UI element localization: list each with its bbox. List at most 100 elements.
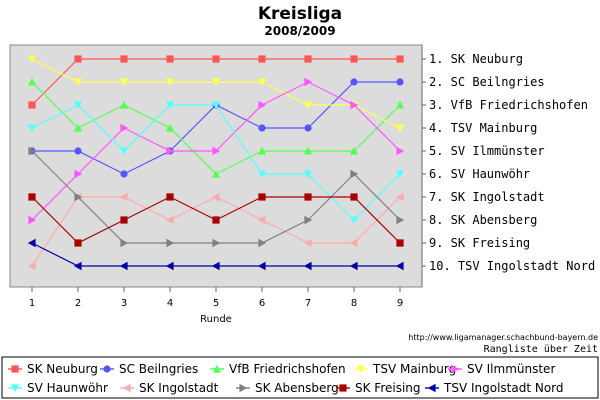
data-point xyxy=(120,238,129,248)
data-point xyxy=(73,123,83,132)
data-point xyxy=(303,146,313,155)
legend-item: VfB Friedrichshofen xyxy=(210,362,346,376)
x-tick-label: 6 xyxy=(259,298,265,309)
legend-marker xyxy=(212,364,222,373)
legend-item: SK Freising xyxy=(336,381,421,395)
data-point xyxy=(304,193,312,201)
data-point xyxy=(304,77,313,87)
data-point xyxy=(258,238,267,248)
legend-label: SK Neuburg xyxy=(27,362,98,376)
data-point xyxy=(28,146,37,156)
data-point xyxy=(73,78,83,87)
data-point xyxy=(211,169,221,178)
legend-item: SV Ilmmünster xyxy=(448,362,555,376)
data-point xyxy=(28,101,36,109)
rank-label: 1. SK Neuburg xyxy=(429,52,523,66)
data-point xyxy=(304,215,313,225)
data-point xyxy=(349,238,358,248)
legend-marker xyxy=(339,384,347,392)
legend-label: SK Freising xyxy=(355,381,421,395)
data-point xyxy=(396,146,405,156)
data-point xyxy=(396,239,404,247)
data-point xyxy=(27,124,37,133)
series-sv-haunw-hr xyxy=(27,101,405,225)
data-point xyxy=(258,55,266,63)
data-point xyxy=(258,193,266,201)
data-point xyxy=(350,193,358,201)
data-point xyxy=(28,215,37,225)
legend-marker xyxy=(427,383,436,393)
data-point xyxy=(73,101,83,110)
data-point xyxy=(350,169,359,179)
data-point xyxy=(395,192,404,202)
data-point xyxy=(165,123,175,132)
series-tsv-ingolstadt-nord xyxy=(27,238,404,271)
data-point xyxy=(303,238,312,248)
rank-label: 4. TSV Mainburg xyxy=(429,121,537,135)
x-tick-label: 4 xyxy=(167,298,173,309)
data-point xyxy=(74,55,82,63)
data-point xyxy=(27,77,37,86)
data-point xyxy=(211,261,220,271)
data-point xyxy=(258,100,267,110)
series-sv-ilmm-nster xyxy=(28,77,405,225)
data-point xyxy=(165,215,174,225)
rank-label: 7. SK Ingolstadt xyxy=(429,190,545,204)
chart-subtitle: 2008/2009 xyxy=(264,24,335,38)
series-sk-neuburg xyxy=(28,55,404,109)
x-axis-ticks: 1 2 3 4 5 6 7 8 9 xyxy=(29,287,403,309)
data-point xyxy=(303,170,313,179)
data-point xyxy=(166,193,174,201)
data-point xyxy=(396,78,404,86)
data-point xyxy=(28,193,36,201)
legend-label: SV Ilmmünster xyxy=(467,362,555,376)
rank-label: 5. SV Ilmmünster xyxy=(429,144,545,158)
legend-item: TSV Mainburg xyxy=(354,362,456,376)
legend-marker xyxy=(239,383,248,393)
data-point xyxy=(166,55,174,63)
data-point xyxy=(166,146,175,156)
data-point xyxy=(74,192,83,202)
data-point xyxy=(212,238,221,248)
data-point xyxy=(120,216,128,224)
data-point xyxy=(396,215,405,225)
rank-label: 2. SC Beilngries xyxy=(429,75,545,89)
data-point xyxy=(258,124,266,132)
legend-item: SV Haunwöhr xyxy=(8,381,108,395)
data-point xyxy=(211,101,221,110)
data-point xyxy=(120,170,128,178)
right-axis-labels: 1. SK Neuburg 2. SC Beilngries 3. VfB Frie… xyxy=(422,52,595,273)
legend-item: SK Abensberg xyxy=(236,381,339,395)
x-tick-label: 9 xyxy=(397,298,403,309)
data-point xyxy=(212,146,221,156)
series-sk-ingolstadt xyxy=(27,192,404,271)
rank-label: 3. VfB Friedrichshofen xyxy=(429,98,588,112)
data-point xyxy=(27,238,36,248)
data-point xyxy=(27,261,36,271)
legend-label: SK Ingolstadt xyxy=(139,381,219,395)
rank-label: 9. SK Freising xyxy=(429,236,530,250)
legend-items: SK Neuburg SC Beilngries VfB Friedrichshof… xyxy=(8,362,564,395)
x-tick-label: 3 xyxy=(121,298,127,309)
legend-item: TSV Ingolstadt Nord xyxy=(425,381,564,395)
data-point xyxy=(74,239,82,247)
series-sk-freising xyxy=(28,193,404,247)
legend-marker xyxy=(122,383,131,393)
data-point xyxy=(211,192,220,202)
legend-label: VfB Friedrichshofen xyxy=(229,362,346,376)
legend-item: SC Beilngries xyxy=(100,362,198,376)
x-tick-label: 8 xyxy=(351,298,357,309)
data-point xyxy=(165,78,175,87)
data-point xyxy=(257,261,266,271)
series-tsv-mainburg xyxy=(27,55,405,133)
data-point xyxy=(349,146,359,155)
data-point xyxy=(395,124,405,133)
legend-item: SK Neuburg xyxy=(8,362,98,376)
data-point xyxy=(349,216,359,225)
data-point xyxy=(74,169,83,179)
data-point xyxy=(119,261,128,271)
data-point xyxy=(119,192,128,202)
legend-label: TSV Ingolstadt Nord xyxy=(443,381,564,395)
legend-item: SK Ingolstadt xyxy=(120,381,219,395)
